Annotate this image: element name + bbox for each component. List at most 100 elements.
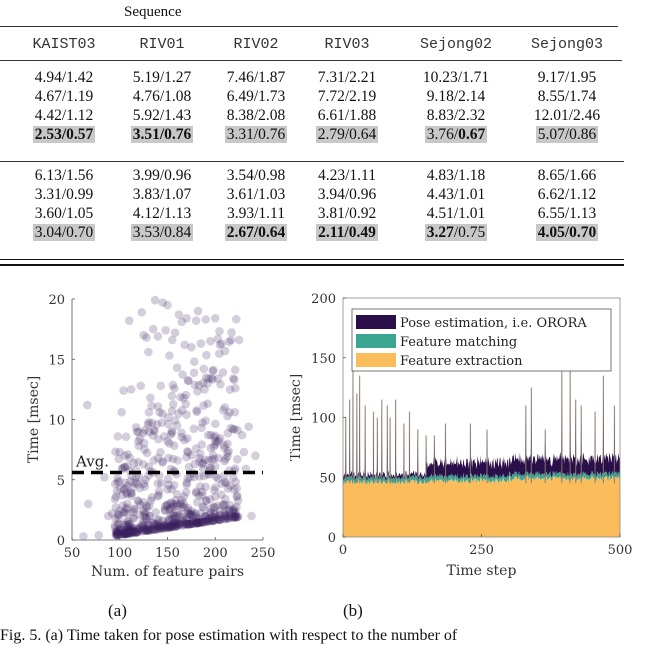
highlighted-value: 3.51/0.76 (130, 126, 194, 143)
scatter-point (162, 501, 172, 510)
x-tick-label: 0 (339, 543, 347, 558)
scatter-point (149, 456, 159, 465)
scatter-point (215, 511, 225, 520)
scatter-point (220, 440, 229, 450)
scatter-point (141, 524, 151, 534)
scatter-point (203, 399, 212, 408)
scatter-point (201, 512, 210, 522)
scatter-point (144, 417, 154, 427)
scatter-point (153, 479, 163, 488)
scatter-point (125, 528, 134, 538)
scatter-point (135, 510, 145, 520)
scatter-point (188, 517, 198, 526)
scatter-point (194, 491, 204, 500)
highlighted-value: 3.53/0.84 (130, 224, 194, 241)
scatter-point (134, 441, 144, 451)
scatter-point (131, 528, 141, 537)
scatter-point (122, 520, 131, 530)
scatter-point (172, 499, 181, 509)
scatter-point (233, 512, 242, 522)
scatter-point (169, 518, 178, 528)
scatter-point (165, 522, 175, 531)
scatter-point (170, 384, 179, 393)
scatter-point (125, 527, 134, 536)
scatter-point (233, 512, 243, 522)
scatter-point (230, 513, 239, 522)
scatter-point (224, 505, 233, 515)
scatter-point (124, 525, 134, 535)
scatter-point (129, 505, 139, 514)
scatter-point (218, 499, 228, 509)
scatter-point (170, 517, 180, 527)
scatter-point (203, 379, 212, 388)
y-tick-label: 200 (311, 292, 336, 307)
scatter-point (142, 526, 152, 535)
scatter-point (112, 531, 122, 540)
scatter-point (147, 418, 157, 428)
scatter-point (139, 438, 149, 448)
scatter-point (212, 514, 221, 524)
scatter-point (230, 407, 240, 417)
scatter-point (221, 478, 231, 487)
scatter-point (139, 525, 149, 534)
scatter-point (200, 455, 210, 464)
scatter-point (198, 464, 208, 473)
scatter-point (182, 519, 191, 529)
scatter-point (215, 433, 225, 443)
scatter-point (216, 380, 225, 389)
scatter-point (232, 491, 242, 500)
scatter-point (172, 522, 181, 531)
scatter-point (155, 407, 164, 417)
table-cell: 3.76/0.67 (401, 125, 511, 144)
scatter-point (179, 492, 189, 501)
scatter-point (187, 510, 196, 519)
scatter-point (133, 457, 143, 467)
sequence-group-label: Sequence (124, 4, 182, 20)
scatter-point (177, 512, 187, 522)
scatter-point (201, 373, 211, 382)
scatter-point (160, 522, 170, 531)
area-pose-estimation (343, 369, 620, 482)
scatter-point (196, 518, 206, 527)
scatter-point (126, 522, 135, 532)
scatter-point (184, 520, 193, 529)
scatter-point (167, 522, 177, 532)
scatter-point (163, 517, 172, 527)
scatter-point (79, 532, 88, 541)
scatter-point (177, 517, 186, 527)
scatter-point (223, 514, 233, 523)
scatter-point (149, 521, 159, 531)
scatter-point (131, 528, 140, 537)
scatter-point (114, 520, 123, 530)
scatter-point (206, 336, 215, 346)
scatter-point (218, 368, 228, 377)
scatter-point (231, 477, 241, 487)
scatter-point (153, 523, 163, 532)
table-cell: 7.31/2.21 (317, 69, 377, 86)
scatter-point (180, 435, 189, 445)
scatter-point (168, 522, 177, 531)
scatter-point (192, 407, 202, 417)
scatter-point (224, 513, 233, 523)
scatter-point (122, 489, 132, 499)
scatter-point (169, 480, 179, 490)
scatter-point (229, 512, 238, 521)
scatter-point (187, 342, 196, 352)
scatter-point (167, 428, 177, 438)
legend-swatch (356, 353, 396, 367)
scatter-point (140, 445, 149, 454)
x-axis-label: Time step (447, 563, 517, 579)
table-cell: 4.76/1.08 (132, 88, 192, 105)
scatter-point (166, 521, 175, 530)
scatter-point (224, 337, 234, 347)
scatter-point (183, 375, 193, 385)
scatter-point (170, 514, 179, 524)
scatter-point (142, 448, 152, 458)
scatter-point (230, 509, 240, 519)
scatter-point (218, 501, 227, 510)
y-tick-label: 10 (48, 414, 65, 429)
scatter-point (149, 525, 159, 535)
scatter-point (189, 424, 199, 434)
scatter-point (223, 484, 233, 493)
scatter-point (167, 484, 176, 494)
